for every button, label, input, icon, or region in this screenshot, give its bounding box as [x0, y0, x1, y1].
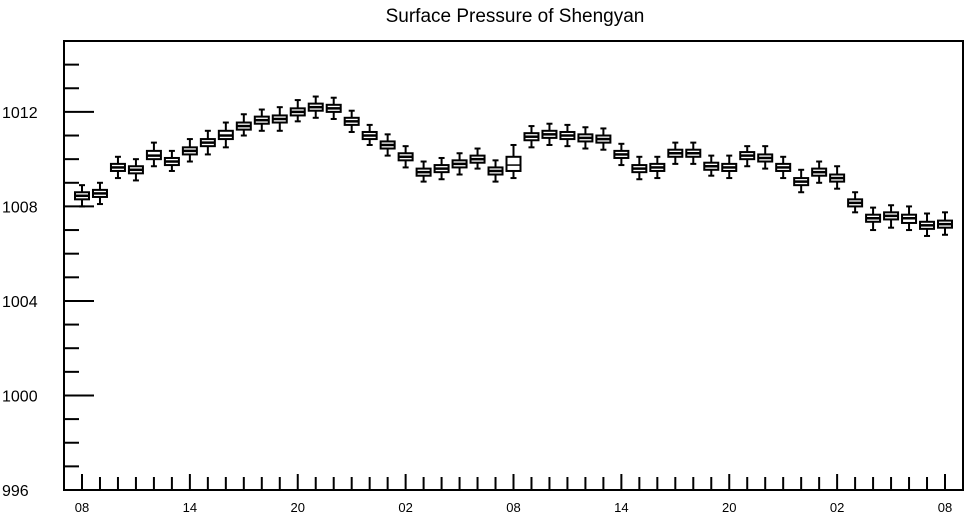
box-plot	[919, 212, 936, 237]
y-tick-label: 1000	[2, 388, 38, 405]
box-plot	[775, 155, 792, 180]
box-plot	[595, 127, 612, 151]
box-plot	[757, 145, 774, 170]
box-plot	[793, 168, 810, 194]
box-plot	[631, 155, 648, 181]
plot-frame	[63, 40, 964, 491]
x-tick-label: 08	[75, 500, 89, 515]
box-plot	[883, 204, 900, 229]
box-plot	[433, 156, 450, 181]
box-plot	[721, 154, 738, 180]
box-plot	[469, 147, 486, 170]
box-plot	[577, 126, 594, 150]
box-plot	[181, 138, 198, 163]
x-tick-label: 14	[183, 500, 197, 515]
x-tick-label: 02	[398, 500, 412, 515]
box-plot	[865, 206, 882, 232]
box-plot	[739, 145, 756, 168]
box-plot	[109, 155, 126, 180]
box-plot	[505, 143, 522, 180]
y-tick-label: 1008	[2, 199, 38, 216]
box-plot	[541, 122, 558, 146]
box-plot	[451, 152, 468, 176]
box-plot	[379, 133, 396, 157]
box-plot	[307, 95, 324, 119]
box-plot	[253, 108, 270, 132]
box-hollow	[505, 155, 522, 172]
y-tick-label: 1004	[2, 294, 38, 311]
box-plot	[901, 205, 918, 232]
box-plot	[145, 141, 162, 168]
x-tick-label: 20	[291, 500, 305, 515]
box-plot	[811, 160, 828, 184]
box-plot	[559, 123, 576, 148]
box-plot	[163, 149, 180, 172]
x-tick-label: 02	[830, 500, 844, 515]
box-plot	[523, 125, 540, 149]
x-tick-label: 08	[506, 500, 520, 515]
box-plot	[361, 123, 378, 146]
box-plot	[847, 191, 864, 214]
box-plot	[703, 154, 720, 177]
box-plot	[217, 121, 234, 149]
box-plot	[397, 145, 414, 169]
box-plot	[235, 113, 252, 137]
box-plot	[667, 141, 684, 165]
y-axis: 996 1000 1004 1008 1012	[2, 40, 94, 500]
x-tick-label: 08	[938, 500, 952, 515]
box-plot	[91, 181, 108, 206]
box-plot	[613, 142, 630, 167]
box-plot	[343, 109, 360, 133]
box-plot	[271, 106, 288, 132]
x-tick-label: 14	[614, 500, 628, 515]
chart-title: Surface Pressure of Shengyan	[386, 6, 645, 27]
box-plot-series	[74, 95, 953, 237]
box-plot	[74, 184, 90, 208]
box-plot	[829, 165, 846, 190]
box-plot	[685, 141, 702, 165]
y-tick-label: 996	[2, 483, 29, 500]
box-plot	[127, 158, 144, 182]
box-plot	[199, 129, 216, 156]
box-plot	[325, 96, 342, 120]
box-plot	[649, 155, 666, 180]
x-axis: 08 14 20 02 08 14 20 02 08	[75, 474, 952, 515]
x-tick-label: 20	[722, 500, 736, 515]
box-plot	[487, 159, 504, 183]
box-plot	[289, 99, 306, 123]
box-plot	[415, 160, 432, 183]
box-plot	[937, 211, 953, 236]
y-tick-label: 1012	[2, 105, 38, 122]
